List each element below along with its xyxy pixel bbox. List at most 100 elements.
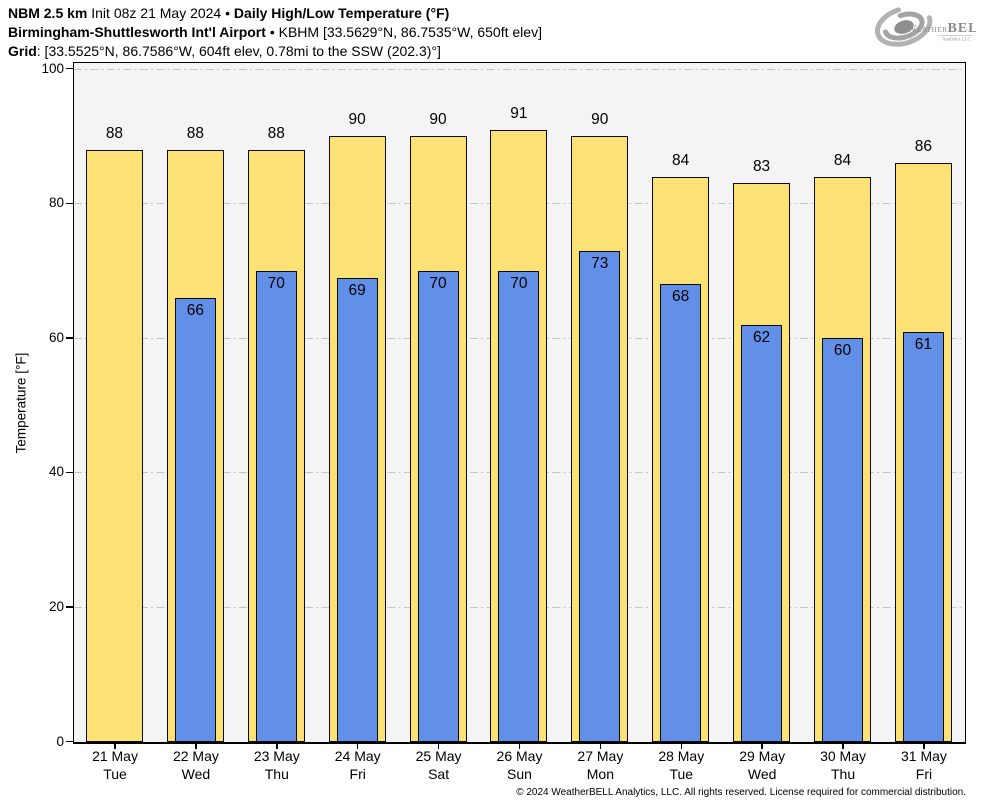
x-axis-day-label: Sat xyxy=(428,766,450,782)
x-axis-tick xyxy=(599,744,602,749)
high-value-label: 90 xyxy=(348,111,366,129)
x-axis-date-label: 31 May xyxy=(900,748,947,764)
weatherbell-logo: WeatherBELL Analytics LLC xyxy=(874,2,984,54)
low-bar: 70 xyxy=(498,270,540,742)
y-axis-tick-label: 0 xyxy=(56,733,64,749)
bullet-separator: • xyxy=(269,24,275,40)
x-axis-tick xyxy=(437,744,440,749)
low-value-label: 69 xyxy=(348,281,366,299)
low-bar: 68 xyxy=(660,284,702,742)
x-axis-date-label: 23 May xyxy=(253,748,300,764)
high-value-label: 90 xyxy=(429,111,447,129)
high-value-label: 88 xyxy=(105,124,124,142)
low-value-label: 70 xyxy=(429,274,447,292)
high-value-label: 91 xyxy=(510,104,528,122)
x-axis-tick xyxy=(923,744,925,749)
low-bar: 66 xyxy=(174,297,216,742)
high-value-label: 84 xyxy=(833,151,852,169)
low-bar: 62 xyxy=(741,324,783,742)
low-value-label: 61 xyxy=(914,335,932,353)
x-axis-day-label: Tue xyxy=(669,766,694,782)
x-axis-day-label: Tue xyxy=(103,766,127,782)
bullet-separator: • xyxy=(225,5,231,21)
gridline xyxy=(74,68,965,70)
y-axis-tick xyxy=(66,606,73,608)
x-axis-tick xyxy=(842,744,844,749)
y-axis-tick xyxy=(66,202,73,204)
x-axis-day-label: Thu xyxy=(831,766,856,782)
x-axis-tick xyxy=(114,744,116,749)
y-axis-tick-label: 60 xyxy=(48,329,64,345)
header-line-3: Grid: [33.5525°N, 86.7586°W, 604ft elev,… xyxy=(8,42,542,61)
y-axis-tick-label: 80 xyxy=(48,195,64,211)
x-axis-tick xyxy=(518,744,521,749)
station-name: Birmingham-Shuttlesworth Int'l Airport xyxy=(8,24,266,40)
low-value-label: 60 xyxy=(833,342,852,360)
x-axis-day-label: Wed xyxy=(181,766,211,782)
low-bar: 70 xyxy=(417,270,459,742)
station-info: KBHM [33.5629°N, 86.7535°W, 650ft elev] xyxy=(278,24,542,40)
chart-header: NBM 2.5 km Init 08z 21 May 2024 • Daily … xyxy=(8,4,542,61)
low-value-label: 73 xyxy=(591,254,609,272)
low-bar: 73 xyxy=(579,250,621,742)
y-axis-tick xyxy=(66,67,73,70)
high-value-label: 86 xyxy=(914,138,932,156)
page-title: Daily High/Low Temperature (°F) xyxy=(233,5,450,21)
logo-analytics-text: Analytics LLC xyxy=(942,38,971,43)
x-axis-tick xyxy=(680,744,682,749)
y-axis-tick-label: 100 xyxy=(41,60,64,76)
high-value-label: 90 xyxy=(591,111,609,129)
y-axis-tick-label: 40 xyxy=(48,464,64,480)
y-axis-title: Temperature [°F] xyxy=(13,352,29,454)
logo-weather-text: Weather xyxy=(907,24,947,35)
hurricane-swirl-icon: WeatherBELL Analytics LLC xyxy=(875,7,984,47)
x-axis-date-label: 26 May xyxy=(496,748,543,764)
x-axis-date-label: 29 May xyxy=(739,748,786,764)
plot-area: 88 88 66 88 70 90 69 90 70 91 70 90 73 84 68 83 62 84 60 86… xyxy=(73,62,966,744)
low-bar: 69 xyxy=(336,277,378,742)
y-axis-tick xyxy=(66,471,73,474)
y-axis-tick xyxy=(66,337,73,339)
x-axis-date-label: 21 May xyxy=(92,748,138,764)
header-line-1: NBM 2.5 km Init 08z 21 May 2024 • Daily … xyxy=(8,4,542,23)
header-line-2: Birmingham-Shuttlesworth Int'l Airport •… xyxy=(8,23,542,42)
model-name: NBM 2.5 km xyxy=(8,5,88,21)
grid-label: Grid xyxy=(8,43,37,59)
copyright-footer: © 2024 WeatherBELL Analytics, LLC. All r… xyxy=(516,787,966,798)
x-axis-tick xyxy=(276,744,278,749)
y-axis-tick xyxy=(66,740,73,743)
low-value-label: 62 xyxy=(752,328,771,346)
x-axis-date-label: 25 May xyxy=(415,748,462,764)
high-value-label: 83 xyxy=(752,158,771,176)
x-axis-tick xyxy=(195,744,197,749)
logo-bell-text: BELL xyxy=(947,21,976,36)
x-axis-tick xyxy=(357,744,359,749)
x-axis-day-label: Sun xyxy=(507,766,532,782)
x-axis-day-label: Fri xyxy=(915,766,933,782)
x-axis-day-label: Fri xyxy=(349,766,366,782)
x-axis-date-label: 27 May xyxy=(577,748,624,764)
x-axis-tick xyxy=(761,744,763,749)
low-value-label: 66 xyxy=(186,301,204,319)
x-axis-date-label: 28 May xyxy=(658,748,705,764)
low-value-label: 70 xyxy=(510,274,528,292)
low-bar: 60 xyxy=(821,338,863,742)
low-value-label: 70 xyxy=(267,274,285,292)
low-value-label: 68 xyxy=(672,288,690,306)
low-bar: 70 xyxy=(255,270,297,742)
x-axis-day-label: Thu xyxy=(264,766,289,782)
x-axis-date-label: 30 May xyxy=(820,748,867,764)
x-axis-day-label: Mon xyxy=(586,766,614,782)
init-time: Init 08z 21 May 2024 xyxy=(91,5,222,21)
x-axis-date-label: 22 May xyxy=(172,748,219,764)
x-axis-day-label: Wed xyxy=(747,766,777,782)
grid-info: : [33.5525°N, 86.7586°W, 604ft elev, 0.7… xyxy=(36,43,441,59)
y-axis-tick-label: 20 xyxy=(48,599,64,614)
high-value-label: 88 xyxy=(186,124,204,142)
high-value-label: 84 xyxy=(672,151,690,169)
high-bar xyxy=(85,149,143,742)
x-axis-date-label: 24 May xyxy=(334,748,381,764)
low-bar: 61 xyxy=(902,331,944,742)
